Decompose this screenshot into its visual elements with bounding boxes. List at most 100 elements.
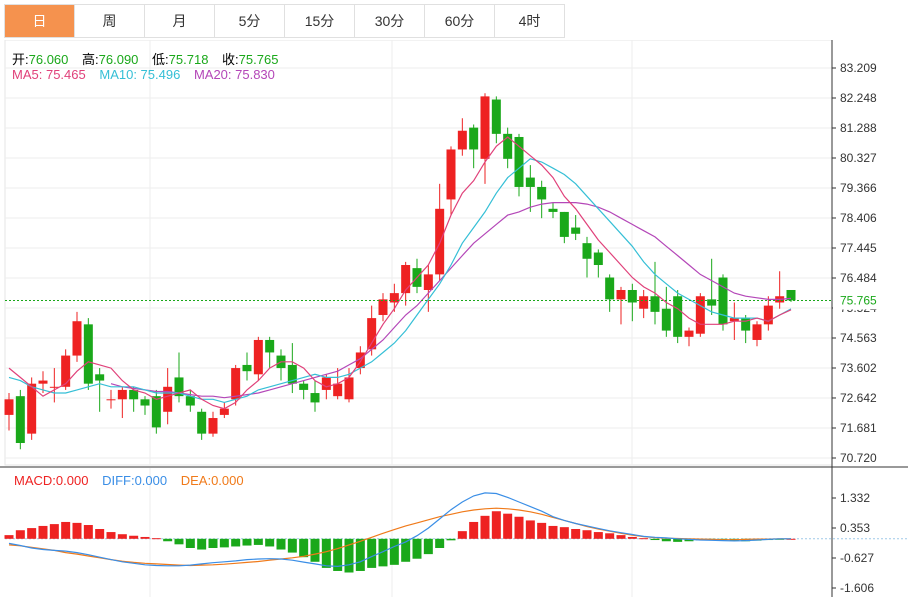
macd-bar-48 — [548, 525, 558, 539]
candle-body-18 — [208, 418, 218, 434]
open-label: 开: — [12, 52, 29, 67]
candle-body-38 — [435, 208, 445, 275]
macd-bar-12 — [140, 536, 150, 539]
macd-bar-37 — [423, 538, 433, 555]
price-tick-label-0: 83.209 — [840, 61, 877, 75]
candle-body-27 — [310, 393, 320, 403]
tab-3[interactable]: 5分 — [215, 5, 285, 37]
macd-bar-26 — [299, 538, 309, 558]
candle-body-14 — [163, 386, 173, 412]
candle-body-34 — [389, 293, 399, 303]
candle-body-9 — [106, 399, 116, 401]
macd-tick-label-2: -0.627 — [840, 551, 874, 565]
macd-bar-59 — [673, 538, 683, 542]
macd-bar-6 — [72, 522, 82, 539]
macd-bar-39 — [446, 538, 456, 541]
ma10-label: MA10: — [99, 67, 141, 82]
tab-0[interactable]: 日 — [5, 5, 75, 37]
macd-bar-4 — [49, 524, 59, 539]
candle-body-10 — [117, 389, 127, 400]
candle-body-62 — [707, 299, 717, 306]
candle-body-20 — [231, 368, 241, 400]
period-tabs: 日周月 5分 15分 30分 60分 4时 — [4, 4, 565, 38]
ma5-line — [8, 136, 792, 410]
price-tick-label-5: 78.406 — [840, 211, 877, 225]
price-tick-label-9: 74.563 — [840, 331, 877, 345]
candle-body-50 — [571, 227, 581, 234]
tab-6[interactable]: 60分 — [425, 5, 495, 37]
macd-bar-30 — [344, 538, 354, 573]
candle-body-21 — [242, 364, 252, 372]
macd-bar-45 — [514, 516, 524, 539]
tab-1[interactable]: 周 — [75, 5, 145, 37]
candle-body-48 — [548, 208, 558, 212]
candle-body-39 — [446, 149, 456, 200]
candle-body-55 — [627, 289, 637, 303]
price-tick-label-1: 82.248 — [840, 91, 877, 105]
high-label: 高: — [82, 52, 99, 67]
close-value: 75.765 — [238, 52, 279, 67]
candle-body-1 — [15, 396, 25, 444]
candle-body-42 — [480, 96, 490, 159]
macd-bar-18 — [208, 538, 218, 548]
macd-bar-43 — [491, 511, 501, 539]
candle-body-33 — [378, 299, 388, 315]
candle-body-67 — [763, 305, 773, 325]
macd-bar-41 — [469, 521, 479, 539]
tab-2[interactable]: 月 — [145, 5, 215, 37]
ma5-info: MA5: 75.465 — [12, 67, 86, 82]
macd-bar-16 — [185, 538, 195, 548]
candle-body-52 — [593, 252, 603, 266]
candle-body-41 — [469, 127, 479, 150]
candle-body-57 — [650, 296, 660, 312]
diff-label: DIFF: — [102, 473, 135, 488]
candle-body-8 — [95, 374, 105, 381]
candle-body-53 — [605, 277, 615, 300]
low-label: 低: — [152, 52, 169, 67]
tab-5[interactable]: 30分 — [355, 5, 425, 37]
macd-bar-9 — [106, 532, 116, 539]
price-tick-label-6: 77.445 — [840, 241, 877, 255]
ma-info: MA5: 75.465 MA10: 75.496 MA20: 75.830 — [12, 67, 285, 82]
candle-body-4 — [49, 386, 59, 388]
macd-bar-15 — [174, 538, 184, 545]
candle-body-26 — [299, 383, 309, 390]
ma10-info: MA10: 75.496 — [99, 67, 180, 82]
candle-body-47 — [537, 186, 547, 200]
macd-bar-50 — [571, 529, 581, 539]
candle-body-65 — [741, 318, 751, 331]
candle-body-49 — [559, 211, 569, 237]
price-tick-label-2: 81.288 — [840, 121, 877, 135]
macd-bar-11 — [129, 535, 139, 539]
tab-7[interactable]: 4时 — [495, 5, 565, 37]
macd-bar-19 — [219, 538, 229, 548]
macd-bar-54 — [616, 535, 626, 539]
ma10-line — [8, 158, 792, 404]
tab-4[interactable]: 15分 — [285, 5, 355, 37]
candle-body-56 — [639, 296, 649, 309]
candle-body-35 — [401, 265, 411, 294]
close-label: 收: — [222, 52, 239, 67]
macd-bar-29 — [333, 538, 343, 571]
macd-bar-28 — [321, 538, 331, 568]
candle-body-59 — [673, 296, 683, 337]
price-tick-label-11: 72.642 — [840, 391, 877, 405]
current-price-label: 75.765 — [840, 293, 877, 307]
macd-bar-13 — [151, 538, 161, 540]
candle-body-30 — [344, 377, 354, 400]
price-tick-label-3: 80.327 — [840, 151, 877, 165]
diff-info-item: DIFF:0.000 — [102, 473, 167, 488]
macd-label: MACD: — [14, 473, 56, 488]
macd-bar-49 — [559, 527, 569, 539]
candle-body-58 — [661, 308, 671, 331]
candle-body-0 — [4, 399, 14, 415]
macd-bar-44 — [503, 513, 513, 539]
macd-bar-47 — [537, 522, 547, 539]
price-tick-label-13: 70.720 — [840, 451, 877, 465]
macd-bar-57 — [650, 538, 660, 541]
ma10-value: 75.496 — [140, 67, 181, 82]
candle-body-7 — [83, 324, 93, 384]
candle-body-37 — [423, 274, 433, 290]
dea-info-item: DEA:0.000 — [181, 473, 244, 488]
high-value: 76.090 — [98, 52, 139, 67]
